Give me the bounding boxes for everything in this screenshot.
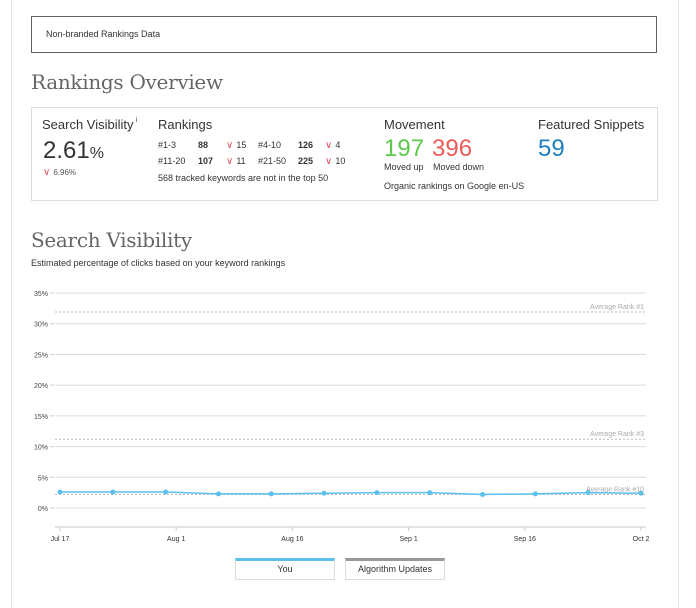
rank-delta: 15 <box>236 140 247 150</box>
data-point <box>215 491 221 497</box>
y-tick-label: 0% <box>38 506 48 513</box>
data-point <box>110 489 116 495</box>
rankings-row: #11-20 107 ∨ 11 #21-50 225 ∨ 10 <box>158 156 345 167</box>
rank-range: #11-20 <box>158 156 186 166</box>
featured-snippets-value: 59 <box>538 135 565 162</box>
moved-up-value: 197 <box>384 135 425 162</box>
moved-down-label: Moved down <box>433 162 485 172</box>
y-tick-label: 10% <box>34 445 48 452</box>
page-card <box>11 0 679 608</box>
search-visibility-delta: ∨ 6.96% <box>43 167 77 178</box>
chevron-down-icon: ∨ <box>325 156 333 167</box>
x-tick-label: Sep 16 <box>514 536 536 543</box>
data-point <box>585 490 591 496</box>
rank-delta: 10 <box>335 156 346 166</box>
y-tick-label: 35% <box>34 291 48 298</box>
rankings-label: Rankings <box>158 117 213 132</box>
rankings-row: #1-3 88 ∨ 15 #4-10 126 ∨ 4 <box>158 140 340 151</box>
reference-line-label: Average Rank #3 <box>590 431 644 438</box>
y-tick-label: 30% <box>34 322 48 329</box>
rank-delta: 4 <box>335 140 341 150</box>
rank-count: 126 <box>298 140 314 150</box>
chevron-down-icon: ∨ <box>226 156 234 167</box>
data-point <box>638 490 644 496</box>
data-point <box>57 489 63 495</box>
data-point <box>374 490 380 496</box>
rank-range: #1-3 <box>158 140 177 150</box>
legend-you-button[interactable]: You <box>235 558 335 580</box>
search-visibility-title: Search Visibility <box>31 228 192 252</box>
featured-snippets-label: Featured Snippets <box>538 117 645 132</box>
data-point <box>427 490 433 496</box>
legend-algorithm-updates-button[interactable]: Algorithm Updates <box>345 558 445 580</box>
data-point <box>268 491 274 497</box>
data-point <box>163 489 169 495</box>
series-line-you <box>60 491 642 496</box>
untracked-note: 568 tracked keywords are not in the top … <box>158 173 329 183</box>
x-tick-label: Aug 16 <box>281 536 303 543</box>
search-visibility-subtitle: Estimated percentage of clicks based on … <box>31 258 286 268</box>
search-visibility-value: 2.61% <box>43 137 104 164</box>
data-point <box>480 491 486 497</box>
y-tick-label: 15% <box>34 414 48 421</box>
chevron-down-icon: ∨ <box>226 140 234 151</box>
rank-range: #4-10 <box>258 140 282 150</box>
info-icon[interactable]: i <box>135 117 138 124</box>
filter-label: Non-branded Rankings Data <box>46 29 161 39</box>
rank-count: 225 <box>298 156 314 166</box>
moved-down-value: 396 <box>432 135 473 162</box>
rank-range: #21-50 <box>258 156 287 166</box>
rank-count: 107 <box>198 156 214 166</box>
movement-note: Organic rankings on Google en-US <box>384 181 525 191</box>
y-tick-label: 5% <box>38 475 48 482</box>
x-tick-label: Jul 17 <box>51 536 70 543</box>
chevron-down-icon: ∨ <box>43 167 51 178</box>
data-point <box>321 490 327 496</box>
y-tick-label: 25% <box>34 352 48 359</box>
movement-label: Movement <box>384 117 445 132</box>
data-point <box>532 491 538 497</box>
x-tick-label: Oct 2 <box>633 536 650 543</box>
reference-line-label: Average Rank #1 <box>590 304 644 311</box>
moved-up-label: Moved up <box>384 162 424 172</box>
x-tick-label: Sep 1 <box>399 536 417 543</box>
rank-count: 88 <box>198 140 209 150</box>
reference-line-label: Average Rank #10 <box>586 486 644 493</box>
x-tick-label: Aug 1 <box>167 536 185 543</box>
rankings-overview-panel: Search Visibility i 2.61% ∨ 6.96% Rankings… <box>31 107 658 201</box>
rankings-data-filter[interactable]: Non-branded Rankings Data <box>31 16 657 53</box>
rank-delta: 11 <box>236 156 246 166</box>
search-visibility-label: Search Visibility i <box>42 117 138 132</box>
chevron-down-icon: ∨ <box>325 140 333 151</box>
y-tick-label: 20% <box>34 383 48 390</box>
rankings-overview-title: Rankings Overview <box>31 70 223 94</box>
